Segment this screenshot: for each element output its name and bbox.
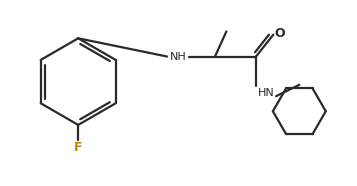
Text: HN: HN bbox=[258, 88, 275, 98]
Text: NH: NH bbox=[169, 52, 186, 62]
Text: F: F bbox=[74, 141, 82, 154]
Text: O: O bbox=[275, 27, 285, 40]
